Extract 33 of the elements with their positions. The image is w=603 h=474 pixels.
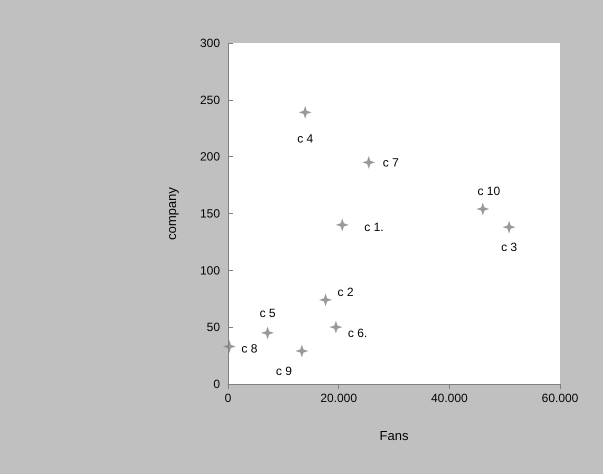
point [476, 202, 490, 216]
y-axis-title: company [164, 186, 179, 240]
point [502, 220, 516, 234]
x-axis-title: Fans [380, 428, 409, 443]
point [336, 218, 349, 232]
annotation: c 2 [338, 284, 354, 299]
annotation: c 8 [241, 341, 258, 356]
annotation: c 1. [364, 220, 384, 234]
x-tick-label: 40.000 [430, 391, 468, 405]
y-tick-label: 0 [213, 377, 220, 391]
x-tick-label: 60.000 [542, 391, 579, 405]
annotation: c 6. [348, 326, 368, 340]
point [222, 340, 236, 353]
x-tick-label: 20.000 [320, 391, 358, 405]
y-tick-label: 300 [200, 36, 220, 50]
annotation: c 9 [276, 364, 292, 378]
annotation: c 10 [477, 184, 500, 198]
x-tick-label: 0 [224, 391, 232, 405]
annotation: c 7 [382, 155, 400, 170]
point [261, 326, 274, 340]
y-tick-label: 50 [206, 320, 220, 334]
point [329, 320, 342, 334]
point [295, 344, 308, 358]
point [298, 106, 312, 119]
annotation: c 4 [297, 131, 314, 146]
y-tick-label: 200 [200, 150, 220, 164]
point [362, 156, 376, 169]
annotation: c 3 [501, 240, 518, 254]
y-tick-label: 150 [200, 206, 220, 220]
point [319, 293, 332, 306]
annotation: c 5 [260, 306, 276, 320]
y-tick-label: 100 [200, 263, 220, 278]
y-tick-label: 250 [200, 92, 220, 107]
